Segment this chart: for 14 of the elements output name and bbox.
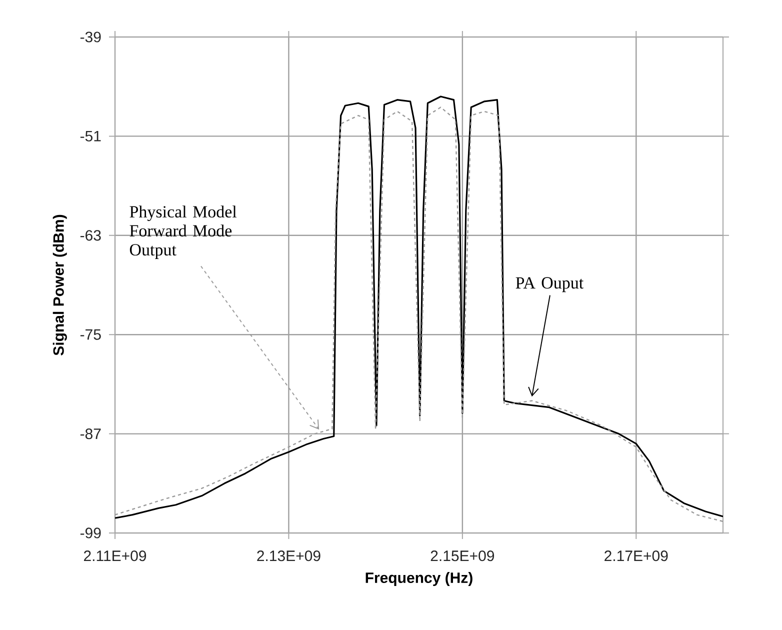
y-tick-label: -63 [80, 230, 101, 241]
x-axis-title: Frequency (Hz) [366, 572, 472, 586]
x-tick-label: 2.13E+09 [257, 550, 320, 562]
annotation: PA Ouput [516, 277, 584, 292]
y-tick-label: -51 [80, 130, 101, 142]
x-tick-label: 2.15E+09 [430, 550, 494, 562]
x-tick-label: 2.11E+09 [84, 550, 146, 562]
y-tick-label: -39 [80, 32, 101, 42]
y-axis-title: Signal Power (dBm) [52, 214, 67, 356]
annotation: Physical Model Forward Mode Output [130, 206, 237, 260]
x-tick-label: 2.17E+09 [604, 550, 668, 562]
y-tick-label: -99 [80, 528, 101, 538]
y-tick-label: -75 [80, 329, 101, 340]
y-tick-label: -87 [80, 428, 101, 440]
